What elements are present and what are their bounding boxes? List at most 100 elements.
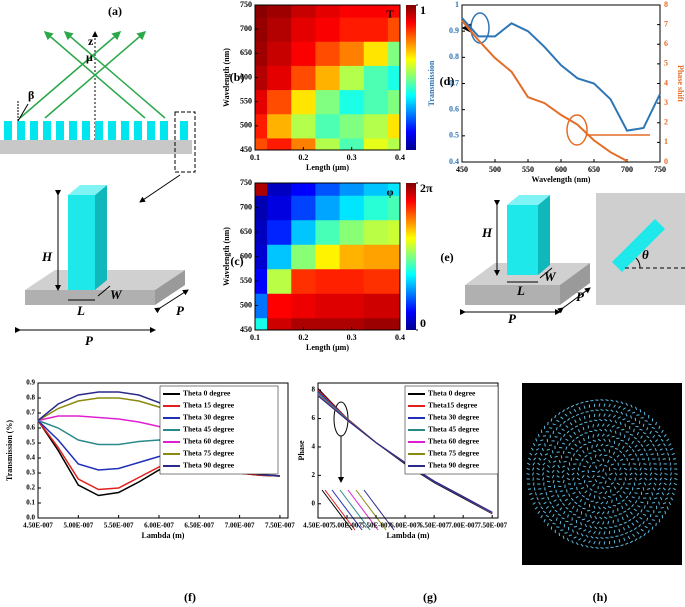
nano-pillar [616,482,620,486]
nano-pillar [609,472,613,476]
nano-pillar [604,454,608,457]
nano-pillar [533,487,536,491]
nano-pillar [586,519,590,523]
nano-pillar [621,499,625,502]
nano-pillar [666,492,670,496]
dim-label: L [516,283,525,298]
nano-pillar [601,433,605,437]
nano-pillar [621,445,625,450]
heat-cell [267,244,292,270]
nano-pillar [598,541,601,545]
x-tick-label: 0.1 [250,153,260,162]
nano-pillar [626,457,628,462]
nano-pillar [532,502,536,505]
nano-pillar [602,506,607,510]
nano-pillar [544,443,546,447]
x-tick-label: 4.50E-007 [303,522,333,530]
nano-pillar [656,452,659,457]
y2-tick-label: 3 [664,98,668,107]
annotation-ellipse [566,114,588,146]
x-tick-label: 700 [621,165,633,174]
heat-cell [315,41,341,66]
panel-label: (c) [230,254,243,268]
nano-pillar [615,497,618,501]
nano-pillar [578,417,582,421]
nano-pillar [616,454,620,458]
nano-pillar [580,412,584,415]
nano-pillar [642,513,647,516]
nano-pillar [599,418,603,422]
nano-pillar [608,403,611,408]
nano-pillar [566,472,570,476]
heat-cell [291,317,316,331]
heat-cell [291,268,316,294]
nano-pillar [551,474,555,479]
x-tick-label: 5.50E-007 [104,522,134,530]
nano-pillar [655,421,658,426]
y-axis-label: Transmission (%) [5,420,14,481]
nano-pillar [535,438,538,442]
nano-pillar [586,484,589,488]
nano-pillar [599,428,603,432]
nano-pillar [592,474,595,479]
heat-cell [291,113,316,139]
nano-pillar [624,423,627,427]
nano-pillar [548,459,551,464]
nano-pillar [619,472,623,476]
nano-pillar [616,490,620,494]
x-tick-label: 6.00E-007 [144,522,174,530]
nano-pillar [649,472,653,476]
nano-pillar [571,472,575,476]
x-tick-label: 550 [522,165,534,174]
heat-cell [339,293,365,319]
y2-tick-label: 1 [664,137,668,146]
nano-pillar [627,535,631,540]
nano-pillar [619,467,622,471]
y-axis-label: Transmission [427,60,436,106]
nano-pillar [646,452,648,457]
nano-pillar [664,477,668,481]
nano-pillar [634,500,638,504]
nano-pillar [594,454,597,458]
nano-pillar [579,498,583,503]
nano-pillar [645,492,649,495]
nano-pillar [662,487,666,491]
nano-pillar [573,525,578,528]
nano-pillar [640,435,643,439]
heat-cell [267,17,292,42]
nano-pillar [598,403,601,407]
nano-pillar [554,436,558,438]
nano-pillar [560,416,564,420]
nano-pillar [643,448,646,452]
nano-pillar [628,499,632,503]
nano-pillar [561,517,565,520]
heat-cell [387,5,401,18]
nano-pillar [655,439,659,443]
nano-pillar [604,418,608,422]
nano-pillar [588,465,592,469]
heat-cell [255,317,268,331]
nano-pillar [631,411,636,414]
nano-pillar [613,486,617,490]
x-tick-label: 0.2 [298,333,308,342]
nano-pillar [571,439,575,443]
x-tick-label: 0.2 [298,153,308,162]
nano-pillar [622,491,626,495]
heat-cell [339,113,365,139]
nano-pillar [573,408,577,413]
nano-pillar [592,439,597,442]
nano-pillar [583,437,585,442]
nano-pillar [597,448,602,452]
nano-pillar [639,409,642,413]
nano-pillar [648,522,652,525]
panel-label: (g) [423,590,437,604]
nano-pillar [598,496,601,500]
y-tick-label: 0.7 [449,78,459,87]
nano-pillar [646,427,649,431]
y-tick-label: 0.4 [449,157,459,166]
nano-pillar [578,504,582,508]
heat-cell [315,183,341,196]
nano-pillar [555,427,558,431]
nano-pillar [572,513,577,516]
nano-pillar [609,429,612,433]
